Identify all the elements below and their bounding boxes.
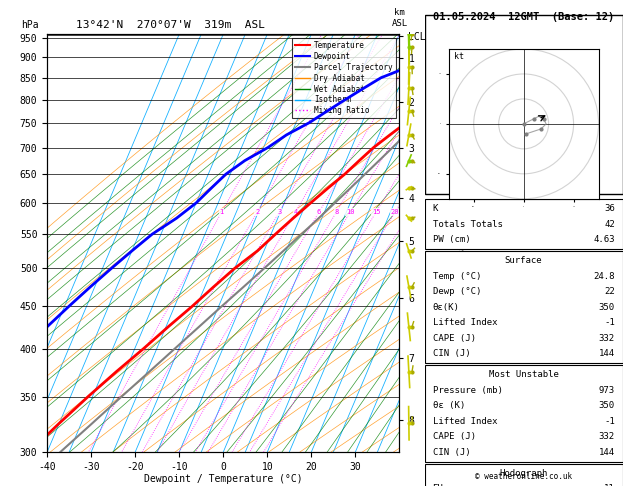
Text: 144: 144 — [599, 349, 615, 358]
Text: 332: 332 — [599, 334, 615, 343]
Text: © weatheronline.co.uk: © weatheronline.co.uk — [475, 472, 572, 481]
Text: Hodograph: Hodograph — [499, 469, 548, 478]
Bar — [425, 464, 623, 486]
Text: 144: 144 — [599, 448, 615, 457]
Text: 2: 2 — [255, 209, 259, 215]
Text: Temp (°C): Temp (°C) — [433, 272, 481, 280]
Text: 3: 3 — [277, 209, 281, 215]
Text: EH: EH — [433, 485, 443, 486]
Text: 20: 20 — [391, 209, 399, 215]
Text: CIN (J): CIN (J) — [433, 448, 470, 457]
Text: hPa: hPa — [21, 20, 38, 30]
Text: 1: 1 — [220, 209, 224, 215]
Text: 4.63: 4.63 — [593, 235, 615, 244]
Bar — [425, 365, 623, 462]
Text: CAPE (J): CAPE (J) — [433, 334, 476, 343]
Text: kt: kt — [454, 52, 464, 61]
Text: 01.05.2024  12GMT  (Base: 12): 01.05.2024 12GMT (Base: 12) — [433, 12, 615, 22]
Text: Totals Totals: Totals Totals — [433, 220, 503, 228]
Legend: Temperature, Dewpoint, Parcel Trajectory, Dry Adiabat, Wet Adiabat, Isotherm, Mi: Temperature, Dewpoint, Parcel Trajectory… — [292, 38, 396, 119]
Text: θε(K): θε(K) — [433, 303, 459, 312]
Text: 22: 22 — [604, 287, 615, 296]
Text: km
ASL: km ASL — [391, 8, 408, 28]
Text: Lifted Index: Lifted Index — [433, 417, 497, 426]
Text: -1: -1 — [604, 417, 615, 426]
Text: 8: 8 — [334, 209, 338, 215]
Text: K: K — [433, 204, 438, 213]
Text: 10: 10 — [346, 209, 355, 215]
Text: 350: 350 — [599, 303, 615, 312]
Text: 15: 15 — [372, 209, 381, 215]
Text: θε (K): θε (K) — [433, 401, 465, 410]
Text: Mixing Ratio (g/kg): Mixing Ratio (g/kg) — [459, 195, 467, 291]
Text: 24.8: 24.8 — [593, 272, 615, 280]
Text: Pressure (mb): Pressure (mb) — [433, 386, 503, 395]
Text: 36: 36 — [604, 204, 615, 213]
X-axis label: Dewpoint / Temperature (°C): Dewpoint / Temperature (°C) — [144, 474, 303, 485]
Text: 4: 4 — [293, 209, 298, 215]
Text: Lifted Index: Lifted Index — [433, 318, 497, 327]
Bar — [425, 199, 623, 249]
Text: 350: 350 — [599, 401, 615, 410]
Text: PW (cm): PW (cm) — [433, 235, 470, 244]
Text: CIN (J): CIN (J) — [433, 349, 470, 358]
Text: 973: 973 — [599, 386, 615, 395]
Text: -1: -1 — [604, 318, 615, 327]
Text: 6: 6 — [317, 209, 321, 215]
Text: Dewp (°C): Dewp (°C) — [433, 287, 481, 296]
Bar — [425, 15, 623, 194]
Text: 11: 11 — [604, 485, 615, 486]
Text: 42: 42 — [604, 220, 615, 228]
Bar — [425, 251, 623, 363]
Text: Surface: Surface — [505, 256, 542, 265]
Text: 332: 332 — [599, 433, 615, 441]
Text: Most Unstable: Most Unstable — [489, 370, 559, 379]
Text: CAPE (J): CAPE (J) — [433, 433, 476, 441]
Title: 13°42'N  270°07'W  319m  ASL: 13°42'N 270°07'W 319m ASL — [76, 20, 265, 31]
